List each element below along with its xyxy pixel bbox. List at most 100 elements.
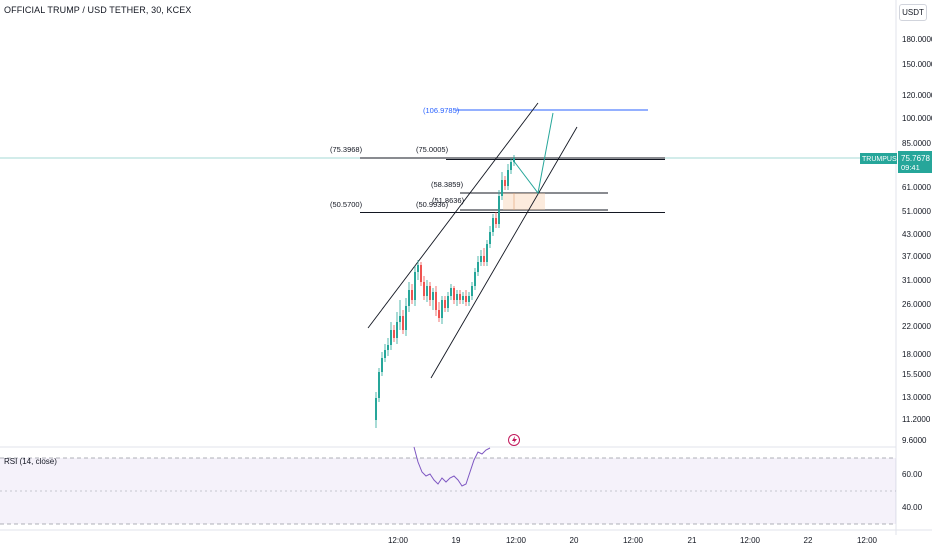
candle-body — [405, 306, 407, 330]
time-tick-label: 20 — [570, 536, 579, 545]
candle-body — [435, 292, 437, 310]
time-tick-label: 22 — [804, 536, 813, 545]
last-price-tag — [898, 151, 932, 173]
candle-body — [501, 180, 503, 196]
time-tick-label: 12:00 — [857, 536, 878, 545]
price-tick-label: 180.0000 — [902, 35, 932, 44]
price-tick-label: 18.0000 — [902, 350, 931, 359]
candle-body — [504, 180, 506, 186]
candle-body — [468, 296, 470, 302]
candle-body — [417, 265, 419, 272]
candle-body — [492, 218, 494, 232]
level-label-106: (106.9785) — [423, 106, 460, 115]
level-label-50-99: (50.9936) — [416, 200, 449, 209]
candle-body — [438, 310, 440, 318]
candle-body — [378, 372, 380, 398]
rsi-label: RSI (14, close) — [4, 457, 57, 466]
time-tick-label: 12:00 — [740, 536, 761, 545]
candle-body — [453, 288, 455, 300]
candle-body — [480, 256, 482, 262]
last-price-countdown: 09:41 — [901, 163, 920, 172]
candle-body — [513, 158, 515, 162]
candle-body — [399, 316, 401, 322]
level-label-50-57: (50.5700) — [330, 200, 363, 209]
time-tick-label: 12:00 — [388, 536, 409, 545]
candle-body — [495, 218, 497, 224]
candlestick-series — [375, 155, 515, 428]
symbol-tag — [860, 153, 897, 164]
candle-body — [381, 358, 383, 372]
candle-body — [456, 294, 458, 300]
level-label-58: (58.3859) — [431, 180, 464, 189]
candle-body — [408, 290, 410, 306]
candle-body — [393, 330, 395, 338]
price-tick-label: 22.0000 — [902, 322, 931, 331]
candle-body — [375, 398, 377, 420]
candle-body — [444, 300, 446, 308]
candle-body — [432, 292, 434, 300]
candle-body — [411, 290, 413, 300]
candle-body — [423, 282, 425, 296]
candle-body — [483, 256, 485, 262]
price-tick-label: 150.0000 — [902, 60, 932, 69]
candle-body — [441, 300, 443, 318]
projection-path — [512, 112, 554, 195]
price-axis: 180.0000 150.0000 120.0000 100.0000 85.0000 7… — [902, 35, 932, 445]
channel-lower-line — [430, 126, 578, 379]
candle-body — [465, 296, 467, 302]
price-tick-label: 31.0000 — [902, 276, 931, 285]
level-label-75-0005: (75.0005) — [416, 145, 449, 154]
last-price-value: 75.7678 — [901, 154, 930, 163]
candle-body — [450, 288, 452, 296]
candle-body — [510, 162, 512, 170]
price-tick-label: 37.0000 — [902, 252, 931, 261]
price-tick-label: 11.2000 — [902, 415, 931, 424]
candle-body — [402, 316, 404, 330]
price-tick-label: 100.0000 — [902, 114, 932, 123]
time-tick-label: 12:00 — [623, 536, 644, 545]
symbol-tag-text: TRUMPUSDT — [862, 156, 907, 163]
level-label-75-3968: (75.3968) — [330, 145, 363, 154]
candle-body — [387, 345, 389, 350]
rsi-tick-60: 60.00 — [902, 470, 923, 479]
currency-selector[interactable]: USDT — [899, 4, 927, 21]
candle-body — [507, 170, 509, 186]
price-tick-label: 15.5000 — [902, 370, 931, 379]
level-label-51-86: (51.8636) — [432, 196, 465, 205]
lightning-glyph — [512, 436, 517, 444]
rsi-tick-40: 40.00 — [902, 503, 923, 512]
candle-body — [420, 265, 422, 282]
channel-upper-line — [367, 102, 539, 329]
candle-body — [459, 294, 461, 300]
price-tick-label: 26.0000 — [902, 300, 931, 309]
time-tick-label: 21 — [688, 536, 697, 545]
price-tick-label: 13.0000 — [902, 393, 931, 402]
candle-body — [477, 262, 479, 272]
candle-body — [471, 286, 473, 296]
rsi-line — [413, 446, 491, 487]
price-tick-label: 61.0000 — [902, 183, 931, 192]
candle-body — [414, 272, 416, 300]
time-tick-label: 12:00 — [506, 536, 527, 545]
time-axis: 12:00 19 12:00 20 12:00 21 12:00 22 12:00 — [388, 536, 878, 545]
candle-body — [426, 286, 428, 296]
candle-body — [429, 286, 431, 300]
chart-title: OFFICIAL TRUMP / USD TETHER, 30, KCEX — [4, 5, 192, 15]
price-tick-label: 51.0000 — [902, 207, 931, 216]
candle-body — [489, 232, 491, 244]
candle-body — [462, 296, 464, 300]
price-tick-label: 120.0000 — [902, 91, 932, 100]
candle-body — [474, 272, 476, 286]
candle-body — [390, 330, 392, 345]
candle-body — [384, 350, 386, 358]
time-tick-label: 19 — [452, 536, 461, 545]
price-tick-label: 85.0000 — [902, 139, 931, 148]
candle-body — [447, 296, 449, 308]
candle-body — [396, 322, 398, 338]
candle-body — [486, 244, 488, 262]
entry-zone — [503, 193, 545, 210]
price-tick-label: 9.6000 — [902, 436, 927, 445]
candle-body — [498, 196, 500, 224]
price-tick-label: 43.0000 — [902, 230, 931, 239]
